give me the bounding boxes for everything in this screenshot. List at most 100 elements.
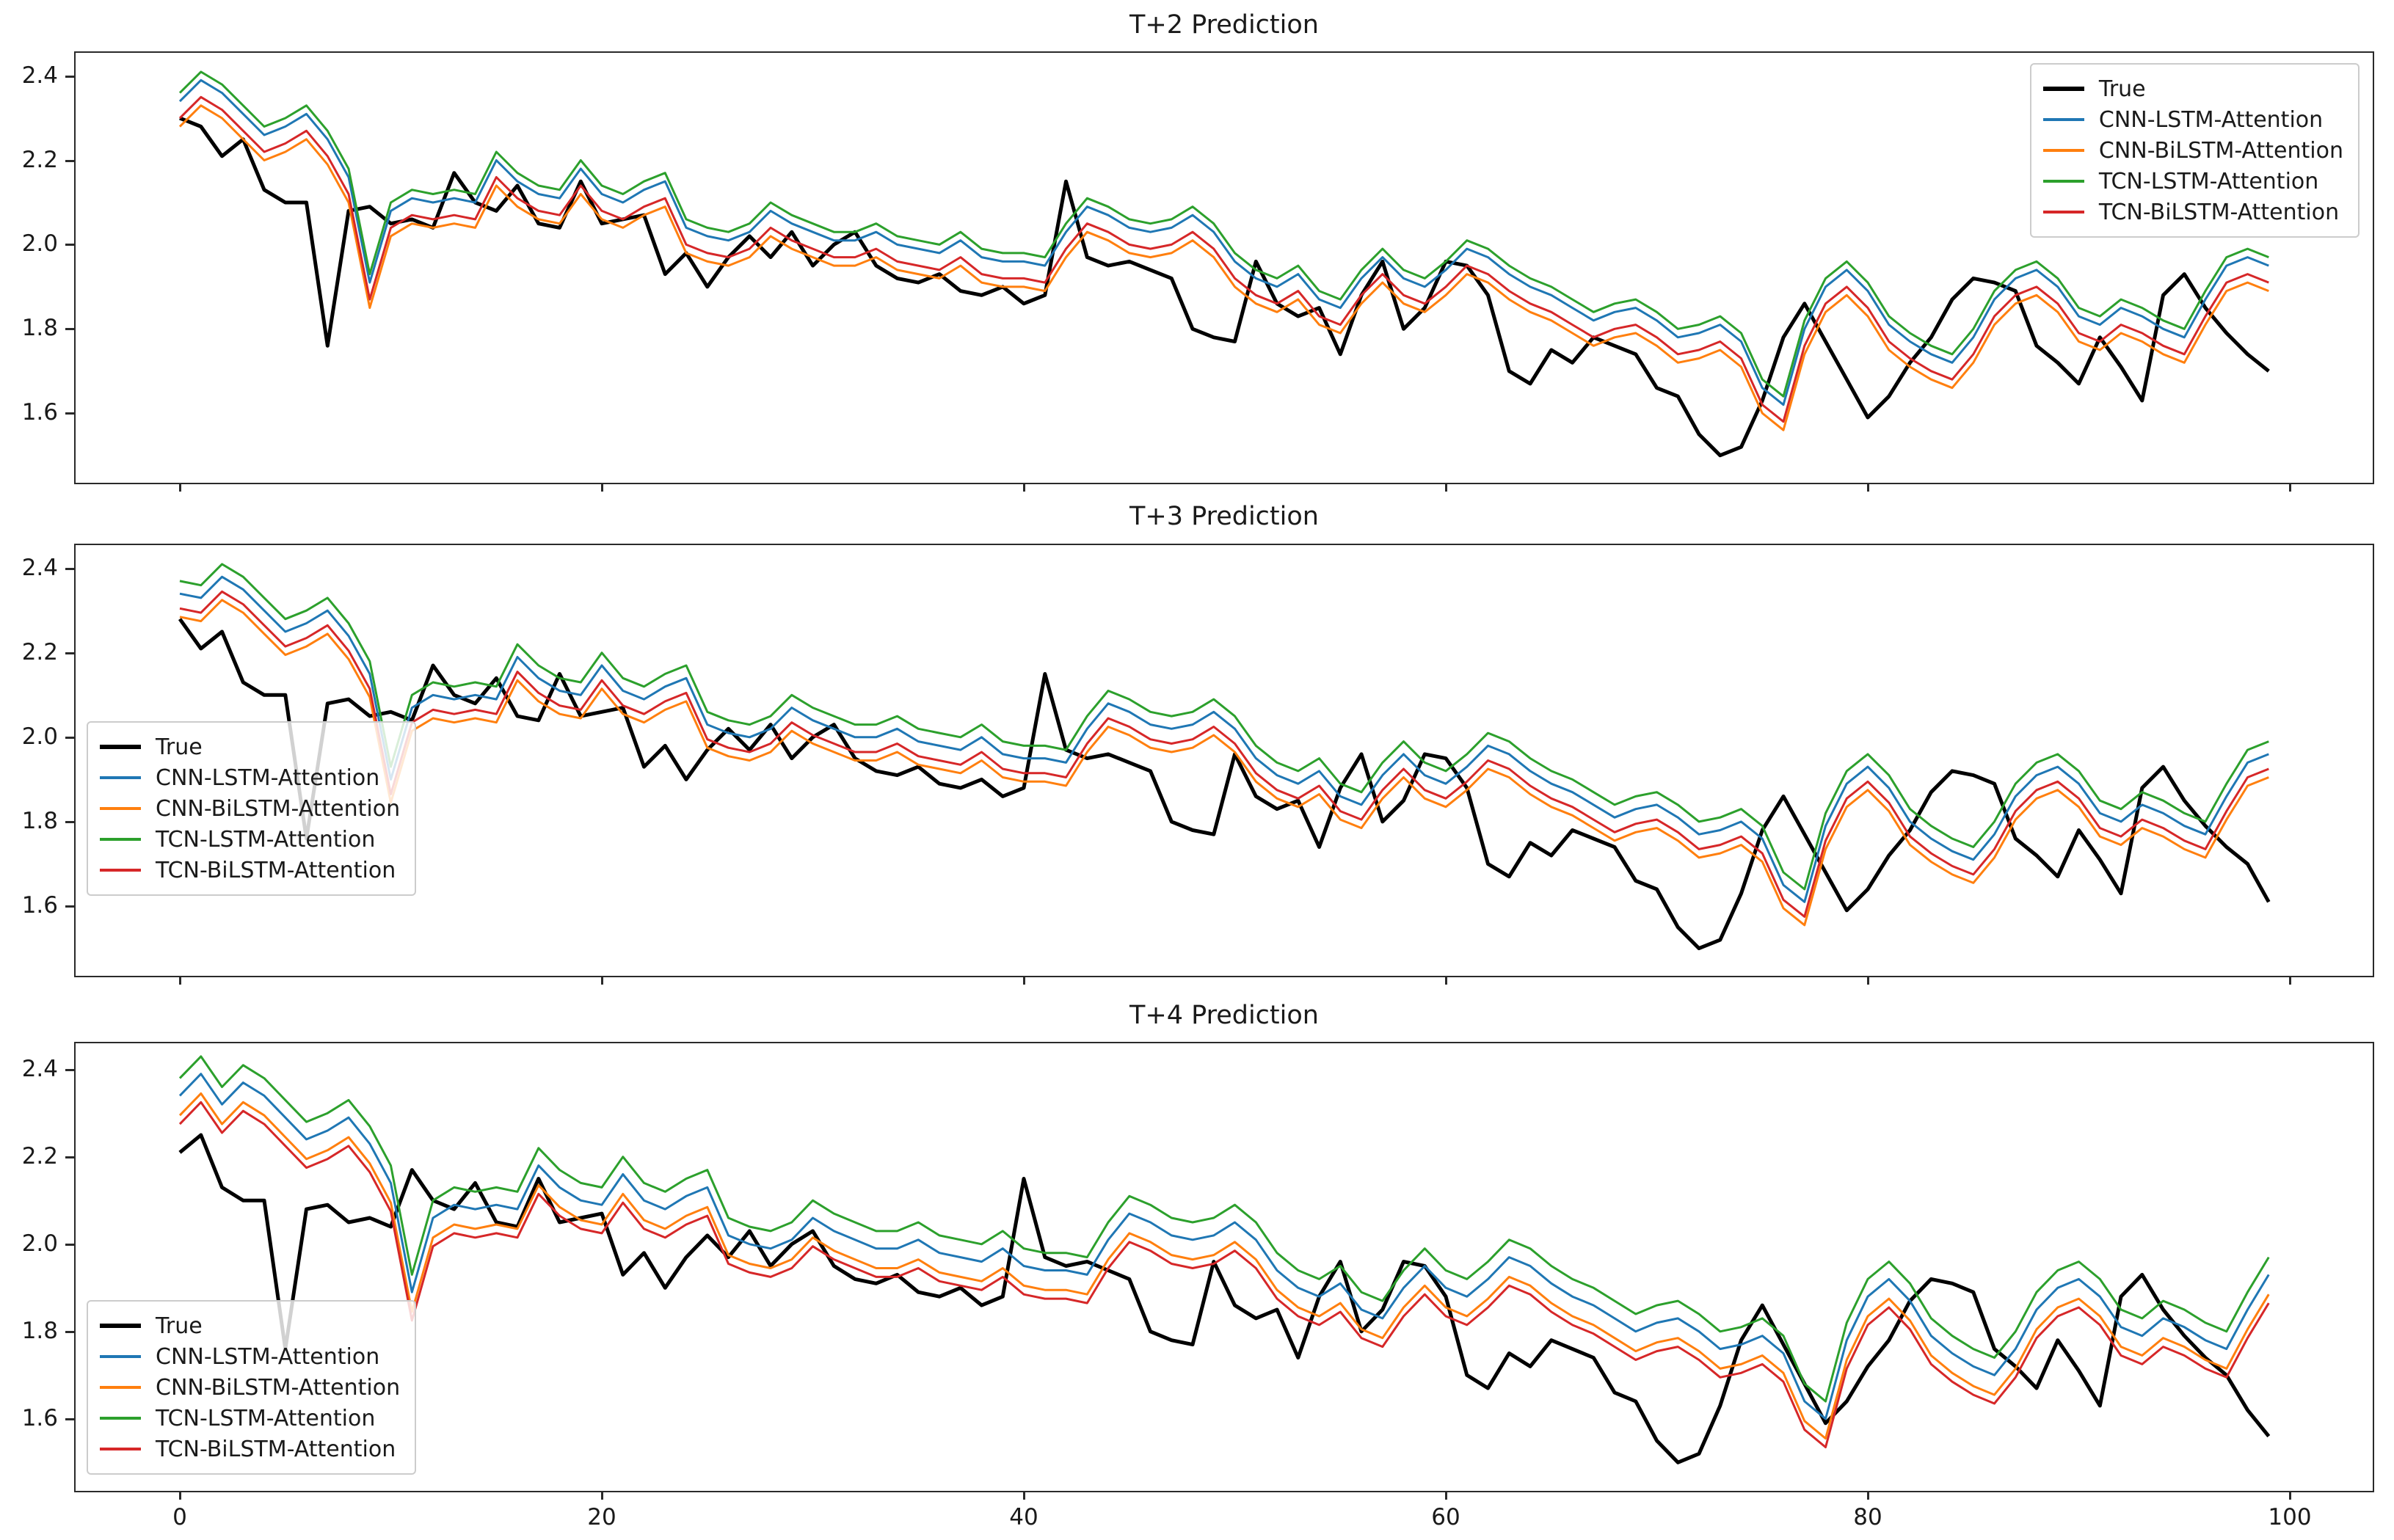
legend-item: CNN-LSTM-Attention	[2042, 104, 2343, 135]
legend-item: TCN-LSTM-Attention	[2042, 166, 2343, 197]
legend-line-swatch-icon	[100, 1448, 141, 1450]
y-tick-label: 1.8	[21, 807, 58, 834]
x-tick-mark	[1023, 1491, 1025, 1500]
x-tick-mark	[2289, 1491, 2291, 1500]
y-tick-label: 2.4	[21, 554, 58, 581]
series-line-true	[178, 618, 2271, 951]
x-tick-mark	[1867, 483, 1869, 492]
chart2-canvas	[178, 563, 2271, 951]
legend-chart1: True CNN-LSTM-Attention CNN-BiLSTM-Attenti…	[2029, 63, 2360, 238]
legend-item: CNN-LSTM-Attention	[100, 1341, 400, 1372]
legend-item: True	[100, 1310, 400, 1341]
y-tick-mark	[65, 1330, 74, 1333]
legend-line-swatch-icon	[100, 838, 141, 841]
legend-item: True	[2042, 73, 2343, 104]
chart1-title: T+2 Prediction	[1129, 10, 1319, 40]
x-tick-mark	[601, 483, 603, 492]
legend-item: TCN-LSTM-Attention	[100, 1403, 400, 1434]
legend-line-swatch-icon	[100, 745, 141, 749]
y-tick-mark	[65, 1243, 74, 1246]
legend-label: True	[156, 734, 203, 760]
series-line-cnn-lstm-attention	[178, 1073, 2270, 1420]
legend-line-swatch-icon	[2042, 149, 2084, 152]
y-tick-label: 2.2	[21, 1142, 58, 1169]
legend-label: CNN-BiLSTM-Attention	[156, 795, 401, 822]
legend-label: CNN-BiLSTM-Attention	[156, 1374, 401, 1401]
y-tick-label: 2.2	[21, 638, 58, 665]
legend-line-swatch-icon	[100, 1355, 141, 1358]
legend-label: True	[156, 1313, 203, 1339]
chart2-title: T+3 Prediction	[1129, 502, 1319, 531]
x-tick-label: 20	[587, 1504, 616, 1530]
x-tick-mark	[601, 1491, 603, 1500]
y-tick-label: 2.0	[21, 230, 58, 258]
y-tick-mark	[65, 905, 74, 908]
x-tick-mark	[179, 483, 181, 492]
legend-label: CNN-LSTM-Attention	[2098, 106, 2324, 133]
series-line-cnn-bilstm-attention	[178, 104, 2269, 431]
chart3-title: T+4 Prediction	[1129, 1001, 1319, 1030]
x-tick-mark	[2289, 976, 2291, 985]
legend-item: CNN-BiLSTM-Attention	[100, 1372, 400, 1403]
x-tick-mark	[1867, 976, 1869, 985]
series-line-tcn-bilstm-attention	[178, 1101, 2270, 1448]
y-tick-mark	[65, 652, 74, 654]
plot-area-chart3	[74, 1042, 2374, 1492]
y-tick-mark	[65, 567, 74, 570]
legend-label: TCN-BiLSTM-Attention	[156, 1436, 396, 1462]
legend-label: TCN-BiLSTM-Attention	[2098, 199, 2340, 225]
x-tick-mark	[601, 976, 603, 985]
y-tick-label: 2.2	[21, 146, 58, 173]
y-tick-mark	[65, 1068, 74, 1071]
legend-line-swatch-icon	[100, 1417, 141, 1420]
y-tick-label: 1.8	[21, 315, 58, 342]
series-line-cnn-lstm-attention	[178, 79, 2269, 406]
series-line-cnn-bilstm-attention	[179, 599, 2269, 927]
y-tick-label: 2.0	[21, 1230, 58, 1257]
legend-line-swatch-icon	[2042, 211, 2084, 214]
legend-line-swatch-icon	[100, 1324, 141, 1328]
legend-label: TCN-LSTM-Attention	[156, 826, 376, 853]
x-tick-label: 40	[1009, 1504, 1038, 1530]
y-tick-label: 2.4	[21, 62, 58, 89]
y-tick-label: 2.4	[21, 1055, 58, 1082]
y-tick-mark	[65, 820, 74, 823]
y-tick-mark	[65, 736, 74, 739]
y-tick-mark	[65, 159, 74, 162]
legend-label: True	[2098, 76, 2146, 102]
x-tick-mark	[2289, 483, 2291, 492]
x-tick-mark	[1023, 483, 1025, 492]
plot-area-chart2	[74, 544, 2374, 977]
series-line-tcn-lstm-attention	[179, 563, 2269, 891]
legend-label: TCN-BiLSTM-Attention	[156, 857, 396, 883]
y-tick-mark	[65, 1417, 74, 1420]
legend-label: TCN-LSTM-Attention	[156, 1405, 376, 1431]
legend-line-swatch-icon	[2042, 118, 2084, 121]
legend-label: CNN-LSTM-Attention	[156, 764, 380, 791]
y-tick-label: 2.0	[21, 723, 58, 750]
x-tick-mark	[1445, 483, 1447, 492]
x-tick-label: 60	[1431, 1504, 1460, 1530]
legend-item: TCN-LSTM-Attention	[100, 824, 400, 855]
series-line-cnn-lstm-attention	[179, 575, 2269, 903]
legend-item: TCN-BiLSTM-Attention	[100, 855, 400, 886]
legend-item: CNN-BiLSTM-Attention	[100, 793, 400, 824]
series-line-cnn-bilstm-attention	[178, 1092, 2270, 1440]
legend-chart2: True CNN-LSTM-Attention CNN-BiLSTM-Attenti…	[87, 721, 417, 896]
y-tick-label: 1.6	[21, 1404, 58, 1431]
x-tick-mark	[1867, 1491, 1869, 1500]
chart1-canvas	[178, 70, 2270, 458]
x-tick-mark	[179, 976, 181, 985]
y-tick-label: 1.6	[21, 892, 58, 919]
legend-label: CNN-BiLSTM-Attention	[2098, 137, 2343, 164]
legend-line-swatch-icon	[100, 1386, 141, 1389]
x-tick-mark	[179, 1491, 181, 1500]
y-tick-mark	[65, 75, 74, 78]
x-tick-label: 80	[1853, 1504, 1882, 1530]
legend-line-swatch-icon	[2042, 87, 2084, 91]
legend-label: CNN-LSTM-Attention	[156, 1343, 380, 1370]
legend-item: TCN-BiLSTM-Attention	[2042, 197, 2343, 227]
legend-line-swatch-icon	[2042, 180, 2084, 183]
legend-item: True	[100, 731, 400, 762]
